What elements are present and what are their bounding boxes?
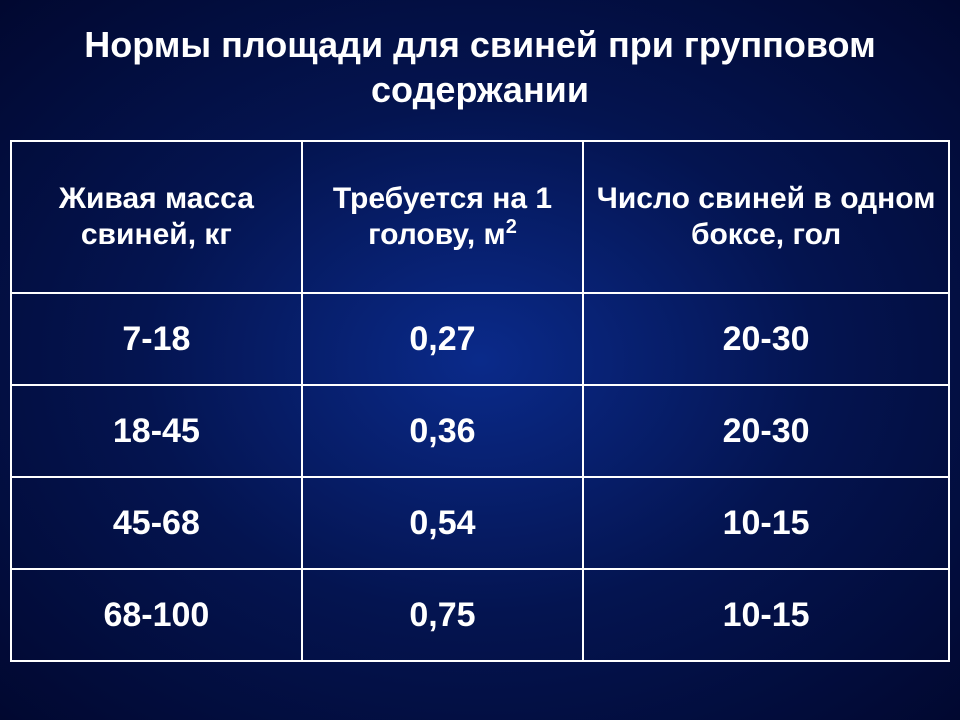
table-row: 18-45 0,36 20-30 [11,385,949,477]
cell-area: 0,36 [302,385,583,477]
cell-mass: 18-45 [11,385,302,477]
col-header-mass: Живая масса свиней, кг [11,141,302,293]
cell-count: 20-30 [583,385,949,477]
pig-area-table: Живая масса свиней, кг Требуется на 1 го… [10,140,950,662]
cell-area: 0,27 [302,293,583,385]
table-header-row: Живая масса свиней, кг Требуется на 1 го… [11,141,949,293]
col-header-label: Требуется на 1 голову, м [333,182,552,251]
cell-mass: 68-100 [11,569,302,661]
cell-mass: 45-68 [11,477,302,569]
cell-mass: 7-18 [11,293,302,385]
cell-count: 20-30 [583,293,949,385]
cell-count: 10-15 [583,477,949,569]
slide: Нормы площади для свиней при групповом с… [0,0,960,720]
table-row: 45-68 0,54 10-15 [11,477,949,569]
col-header-count: Число свиней в одном боксе, гол [583,141,949,293]
col-header-label: Число свиней в одном боксе, гол [597,182,936,251]
table-container: Живая масса свиней, кг Требуется на 1 го… [10,140,950,662]
slide-title: Нормы площади для свиней при групповом с… [80,22,880,112]
col-header-sup: 2 [506,216,517,238]
table-row: 68-100 0,75 10-15 [11,569,949,661]
cell-count: 10-15 [583,569,949,661]
col-header-area: Требуется на 1 голову, м2 [302,141,583,293]
col-header-label: Живая масса свиней, кг [59,182,254,251]
table-row: 7-18 0,27 20-30 [11,293,949,385]
cell-area: 0,75 [302,569,583,661]
cell-area: 0,54 [302,477,583,569]
